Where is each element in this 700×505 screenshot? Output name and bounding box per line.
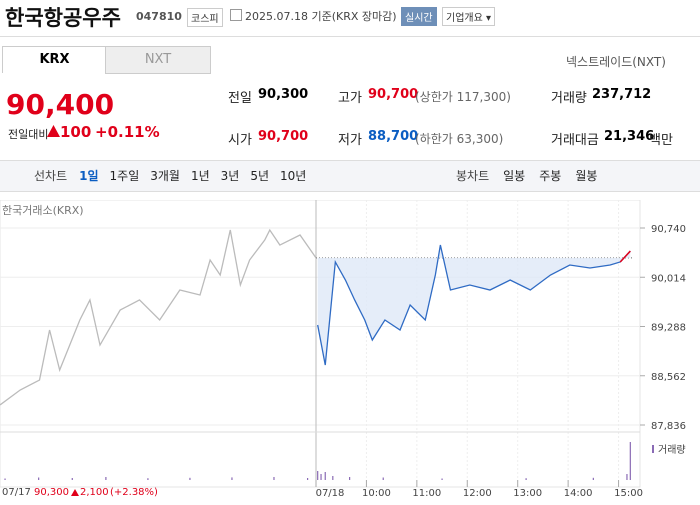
- period-button[interactable]: 주봉: [539, 169, 562, 183]
- x-tick-label: 14:00: [564, 488, 593, 499]
- stat-value: 21,346: [604, 129, 655, 144]
- volume-bar: [441, 478, 443, 480]
- x-tick-label: 07/18: [316, 488, 345, 499]
- volume-bar: [71, 478, 73, 480]
- period-button[interactable]: 10년: [280, 169, 307, 183]
- y-tick-label: 89,288: [651, 323, 686, 334]
- change-pct: +0.11%: [95, 123, 160, 141]
- period-label: 선차트: [34, 169, 68, 183]
- period-button[interactable]: 5년: [250, 169, 270, 183]
- tab-krx[interactable]: KRX: [2, 46, 107, 73]
- date-text: 2025.07.18: [245, 10, 308, 23]
- volume-bar: [317, 471, 319, 480]
- company-button[interactable]: 기업개요 ▾: [442, 7, 496, 26]
- volume-bar: [320, 474, 322, 480]
- stat-unit: 백만: [649, 133, 673, 148]
- volume-legend-mark: [652, 445, 654, 453]
- period-label: 봉차트: [456, 169, 490, 183]
- stat-label: 거래량: [551, 91, 587, 106]
- period-candle: 봉차트 일봉 주봉 월봉: [456, 167, 611, 184]
- date: 2025.07.18 기준(KRX 장마감): [245, 8, 397, 24]
- x-tick-label: 10:00: [362, 488, 391, 499]
- volume-bar: [382, 477, 384, 480]
- company-text: 기업개요: [446, 13, 483, 24]
- volume-bar: [592, 477, 594, 480]
- prev-day-pct: (+2.38%): [110, 487, 158, 498]
- stat-value: 90,300: [258, 87, 309, 102]
- tab-nxt[interactable]: NXT: [105, 46, 211, 74]
- x-tick-label: 11:00: [412, 488, 441, 499]
- stat-value: 90,700: [258, 129, 309, 144]
- period-button[interactable]: 1일: [79, 169, 99, 183]
- prev-day-date: 07/17: [2, 487, 31, 498]
- volume-bar: [324, 472, 326, 480]
- prev-day-change: 2,100: [80, 487, 109, 498]
- calendar-icon: [230, 9, 242, 21]
- up-icon: [47, 125, 60, 137]
- stock-code: 047810: [136, 10, 182, 23]
- volume-bar: [629, 442, 631, 480]
- period-button[interactable]: 월봉: [575, 169, 598, 183]
- period-button[interactable]: 1년: [190, 169, 210, 183]
- volume-bar: [4, 478, 6, 480]
- y-tick-label: 88,562: [651, 372, 686, 383]
- stat-label: 고가: [338, 91, 362, 106]
- nextrade-link[interactable]: 넥스트레이드(NXT): [566, 55, 666, 69]
- volume-bar: [105, 477, 107, 480]
- stat-label: 저가: [338, 133, 362, 148]
- last-move: [619, 250, 631, 263]
- up-icon: [71, 489, 79, 496]
- stat-label: 전일: [228, 91, 252, 106]
- price-line: [317, 244, 631, 366]
- prev-day-close: 90,300: [34, 487, 69, 498]
- volume-bar: [147, 478, 149, 480]
- stat-sub: (상한가 117,300): [415, 90, 511, 104]
- volume-bar: [626, 474, 628, 480]
- divider: [0, 36, 700, 37]
- x-tick-label: 15:00: [614, 488, 643, 499]
- volume-bar: [306, 478, 309, 480]
- volume-legend: 거래량: [658, 444, 686, 456]
- plot-frame: [0, 200, 641, 488]
- period-button[interactable]: 3년: [220, 169, 240, 183]
- stat-value: 90,700: [368, 87, 419, 102]
- stock-name: 한국항공우주: [5, 6, 121, 30]
- volume-bar: [525, 478, 527, 480]
- period-button[interactable]: 3개월: [150, 169, 180, 183]
- y-tick-label: 90,014: [651, 273, 686, 284]
- y-tick-label: 87,836: [651, 421, 686, 432]
- stat-label: 시가: [228, 133, 252, 148]
- period-button[interactable]: 1주일: [109, 169, 140, 183]
- realtime-badge[interactable]: 실시간: [401, 7, 437, 26]
- volume-bar: [231, 477, 233, 480]
- chart-source: 한국거래소(KRX): [2, 204, 84, 217]
- basis: 기준(KRX 장마감): [311, 10, 397, 23]
- stat-value: 88,700: [368, 129, 419, 144]
- chart: 90,740 90,014 89,288 88,562 87,836 07/18 10:00…: [0, 200, 686, 499]
- stat-sub: (하한가 63,300): [415, 132, 504, 146]
- change: 100: [60, 123, 92, 141]
- volume-bar: [349, 477, 351, 480]
- stat-label: 거래대금: [551, 133, 599, 148]
- volume-bar: [273, 477, 275, 480]
- period-bar: [0, 160, 700, 192]
- volume-bar: [189, 477, 191, 480]
- x-tick-label: 13:00: [513, 488, 542, 499]
- period-button[interactable]: 일봉: [503, 169, 526, 183]
- volume-bar: [38, 477, 40, 480]
- area-fill: [317, 245, 631, 366]
- period-line: 선차트 1일 1주일 3개월 1년 3년 5년 10년: [34, 167, 317, 184]
- change-label: 전일대비: [8, 128, 49, 141]
- stat-value: 237,712: [592, 87, 652, 102]
- market-badge: 코스피: [187, 8, 223, 27]
- y-tick-label: 90,740: [651, 224, 686, 235]
- current-price: 90,400: [6, 88, 115, 121]
- x-tick-label: 12:00: [463, 488, 492, 499]
- price-line: [0, 228, 317, 406]
- volume-bar: [332, 476, 334, 480]
